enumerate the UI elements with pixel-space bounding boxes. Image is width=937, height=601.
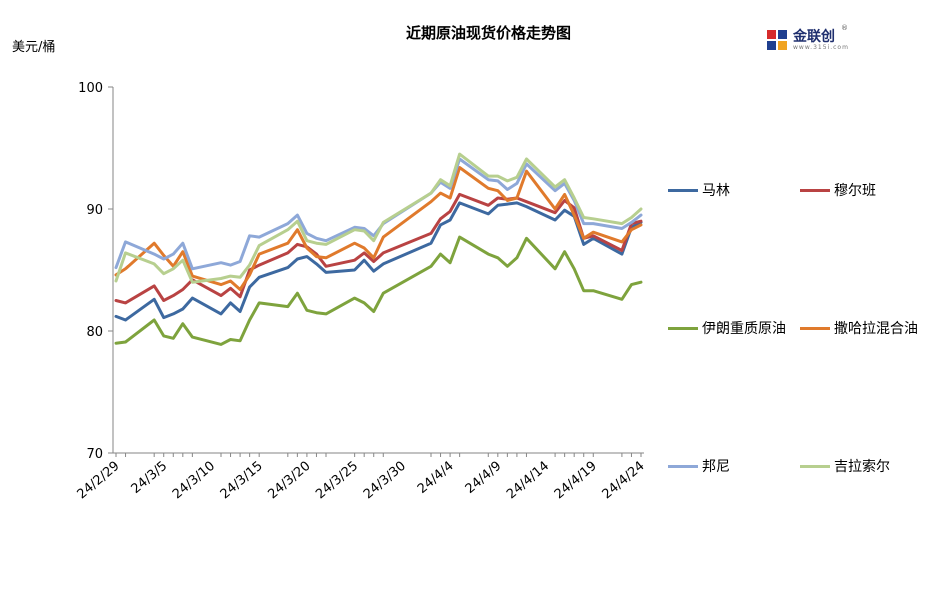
series-line-4 — [114, 166, 643, 291]
legend-label: 邦尼 — [702, 459, 730, 475]
chart-axes — [108, 86, 644, 457]
series-line-5 — [114, 157, 643, 271]
legend-label: 伊朗重质原油 — [702, 321, 786, 337]
x-tick-label: 24/3/5 — [129, 459, 171, 497]
series-line-3 — [114, 235, 643, 346]
x-tick-label: 24/4/14 — [504, 459, 552, 503]
logo-registered-mark: ® — [841, 24, 848, 32]
legend-swatch — [668, 189, 698, 192]
x-tick-label: 24/4/19 — [552, 459, 600, 503]
logo-text: 金联创 — [793, 29, 835, 45]
x-tick-label: 24/4/4 — [415, 459, 457, 497]
legend-label: 穆尔班 — [834, 183, 876, 199]
x-tick-label: 24/3/15 — [218, 459, 266, 503]
legend-swatch — [668, 465, 698, 468]
x-tick-label: 24/3/30 — [361, 459, 409, 503]
logo-url: www.315i.com — [793, 44, 849, 51]
y-tick-label: 70 — [86, 447, 103, 462]
logo-mark-icon — [767, 30, 787, 50]
legend-label: 马林 — [702, 183, 730, 199]
chart-title: 近期原油现货价格走势图 — [405, 24, 571, 42]
y-tick-label: 100 — [78, 81, 103, 96]
legend-swatch — [800, 189, 830, 192]
legend-label: 吉拉索尔 — [834, 459, 890, 475]
legend-swatch — [800, 327, 830, 330]
y-axis-unit-label: 美元/桶 — [12, 40, 56, 55]
series-line-1 — [114, 201, 643, 322]
legend-swatch — [668, 327, 698, 330]
brand-logo: 金联创 ® www.315i.com — [765, 24, 855, 54]
x-tick-label: 24/3/20 — [265, 459, 313, 503]
series-line-6 — [114, 152, 643, 284]
x-tick-label: 24/2/29 — [75, 459, 123, 503]
x-tick-label: 24/3/10 — [170, 459, 218, 503]
legend-swatch — [800, 465, 830, 468]
y-tick-label: 80 — [86, 325, 103, 340]
chart-series-lines — [114, 152, 643, 346]
legend-label: 撒哈拉混合油 — [834, 321, 918, 337]
x-tick-label: 24/4/9 — [463, 459, 505, 497]
x-tick-label: 24/3/25 — [313, 459, 361, 503]
y-tick-label: 90 — [86, 203, 103, 218]
x-tick-label: 24/4/24 — [600, 459, 648, 503]
